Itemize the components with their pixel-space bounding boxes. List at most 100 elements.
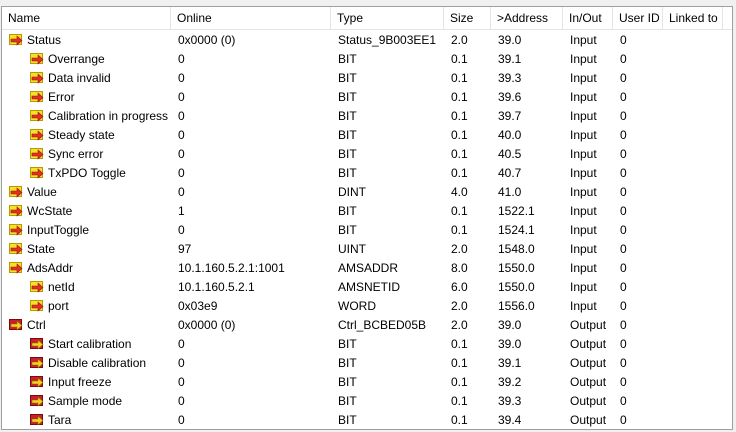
cell-inout: Input: [570, 299, 597, 313]
table-row[interactable]: netId 10.1.160.5.2.1 AMSNETID 6.0 1550.0 Inpu…: [2, 278, 732, 297]
input-var-icon: [30, 148, 44, 160]
cell-inout: Output: [570, 337, 607, 351]
output-var-icon: [30, 414, 44, 426]
cell-online: 0x0000 (0): [178, 33, 236, 47]
cell-name: Input freeze: [48, 375, 112, 389]
cell-inout: Input: [570, 261, 597, 275]
cell-inout: Input: [570, 128, 597, 142]
table-row[interactable]: InputToggle 0 BIT 0.1 1524.1 Input 0: [2, 221, 732, 240]
table-row[interactable]: Ctrl 0x0000 (0) Ctrl_BCBED05B 2.0 39.0 Output…: [2, 316, 732, 335]
cell-address: 39.3: [498, 394, 522, 408]
input-var-icon: [30, 281, 44, 293]
cell-inout: Output: [570, 394, 607, 408]
column-header-type[interactable]: Type: [331, 7, 444, 29]
cell-size: 0.1: [451, 166, 468, 180]
table-row[interactable]: Disable calibration 0 BIT 0.1 39.1 Output 0: [2, 354, 732, 373]
column-header-size[interactable]: Size: [444, 7, 491, 29]
table-row[interactable]: Status 0x0000 (0) Status_9B003EE1 2.0 39.0 In…: [2, 31, 732, 50]
cell-inout: Input: [570, 280, 597, 294]
cell-online: 0: [178, 166, 185, 180]
table-row[interactable]: Sync error 0 BIT 0.1 40.5 Input 0: [2, 145, 732, 164]
cell-address: 39.0: [498, 33, 522, 47]
cell-type: BIT: [338, 223, 357, 237]
cell-inout: Output: [570, 413, 607, 427]
cell-size: 0.1: [451, 71, 468, 85]
table-row[interactable]: Sample mode 0 BIT 0.1 39.3 Output 0: [2, 392, 732, 411]
cell-userid: 0: [620, 375, 627, 389]
input-var-icon: [9, 186, 23, 198]
cell-address: 1550.0: [498, 280, 535, 294]
cell-address: 1524.1: [498, 223, 535, 237]
cell-type: WORD: [338, 299, 376, 313]
table-row[interactable]: Overrange 0 BIT 0.1 39.1 Input 0: [2, 50, 732, 69]
cell-online: 0: [178, 223, 185, 237]
column-header-online[interactable]: Online: [171, 7, 331, 29]
cell-size: 0.1: [451, 413, 468, 427]
cell-address: 39.4: [498, 413, 522, 427]
input-var-icon: [30, 300, 44, 312]
table-row[interactable]: AdsAddr 10.1.160.5.2.1:1001 AMSADDR 8.0 1550…: [2, 259, 732, 278]
cell-online: 0: [178, 413, 185, 427]
cell-online: 0: [178, 109, 185, 123]
cell-size: 6.0: [451, 280, 468, 294]
table-row[interactable]: Tara 0 BIT 0.1 39.4 Output 0: [2, 411, 732, 429]
cell-online: 10.1.160.5.2.1: [178, 280, 255, 294]
cell-online: 0: [178, 52, 185, 66]
cell-name: Sample mode: [48, 394, 123, 408]
input-var-icon: [9, 34, 23, 46]
cell-userid: 0: [620, 147, 627, 161]
cell-address: 39.0: [498, 337, 522, 351]
cell-inout: Output: [570, 375, 607, 389]
cell-type: BIT: [338, 128, 357, 142]
cell-userid: 0: [620, 413, 627, 427]
table-row[interactable]: WcState 1 BIT 0.1 1522.1 Input 0: [2, 202, 732, 221]
table-row[interactable]: Data invalid 0 BIT 0.1 39.3 Input 0: [2, 69, 732, 88]
input-var-icon: [9, 224, 23, 236]
column-header-userid[interactable]: User ID: [613, 7, 663, 29]
column-header-address[interactable]: >Address: [491, 7, 563, 29]
cell-size: 0.1: [451, 223, 468, 237]
cell-type: BIT: [338, 413, 357, 427]
cell-size: 8.0: [451, 261, 468, 275]
cell-name: port: [48, 299, 69, 313]
table-row[interactable]: Error 0 BIT 0.1 39.6 Input 0: [2, 88, 732, 107]
table-row[interactable]: TxPDO Toggle 0 BIT 0.1 40.7 Input 0: [2, 164, 732, 183]
cell-type: BIT: [338, 204, 357, 218]
table-row[interactable]: Steady state 0 BIT 0.1 40.0 Input 0: [2, 126, 732, 145]
cell-userid: 0: [620, 90, 627, 104]
cell-online: 0: [178, 375, 185, 389]
cell-name: Data invalid: [48, 71, 111, 85]
cell-size: 0.1: [451, 337, 468, 351]
cell-inout: Input: [570, 109, 597, 123]
table-row[interactable]: port 0x03e9 WORD 2.0 1556.0 Input 0: [2, 297, 732, 316]
column-header-inout[interactable]: In/Out: [563, 7, 613, 29]
cell-size: 0.1: [451, 109, 468, 123]
cell-inout: Input: [570, 52, 597, 66]
cell-online: 0: [178, 356, 185, 370]
cell-userid: 0: [620, 166, 627, 180]
cell-userid: 0: [620, 280, 627, 294]
cell-online: 97: [178, 242, 192, 256]
table-row[interactable]: State 97 UINT 2.0 1548.0 Input 0: [2, 240, 732, 259]
table-row[interactable]: Calibration in progress 0 BIT 0.1 39.7 Input 0: [2, 107, 732, 126]
table-row[interactable]: Start calibration 0 BIT 0.1 39.0 Output 0: [2, 335, 732, 354]
table-row[interactable]: Value 0 DINT 4.0 41.0 Input 0: [2, 183, 732, 202]
cell-address: 1550.0: [498, 261, 535, 275]
cell-type: DINT: [338, 185, 366, 199]
cell-name: InputToggle: [27, 223, 90, 237]
cell-type: Status_9B003EE1: [338, 33, 437, 47]
cell-name: State: [27, 242, 56, 256]
cell-online: 0: [178, 337, 185, 351]
cell-online: 0x03e9: [178, 299, 218, 313]
input-var-icon: [30, 53, 44, 65]
column-header-name[interactable]: Name: [2, 7, 171, 29]
cell-type: AMSADDR: [338, 261, 399, 275]
cell-name: Steady state: [48, 128, 115, 142]
table-row[interactable]: Input freeze 0 BIT 0.1 39.2 Output 0: [2, 373, 732, 392]
cell-inout: Input: [570, 204, 597, 218]
cell-name: Value: [27, 185, 57, 199]
column-header-linked-to[interactable]: Linked to: [663, 7, 723, 29]
cell-inout: Input: [570, 71, 597, 85]
output-var-icon: [30, 376, 44, 388]
cell-online: 0: [178, 71, 185, 85]
